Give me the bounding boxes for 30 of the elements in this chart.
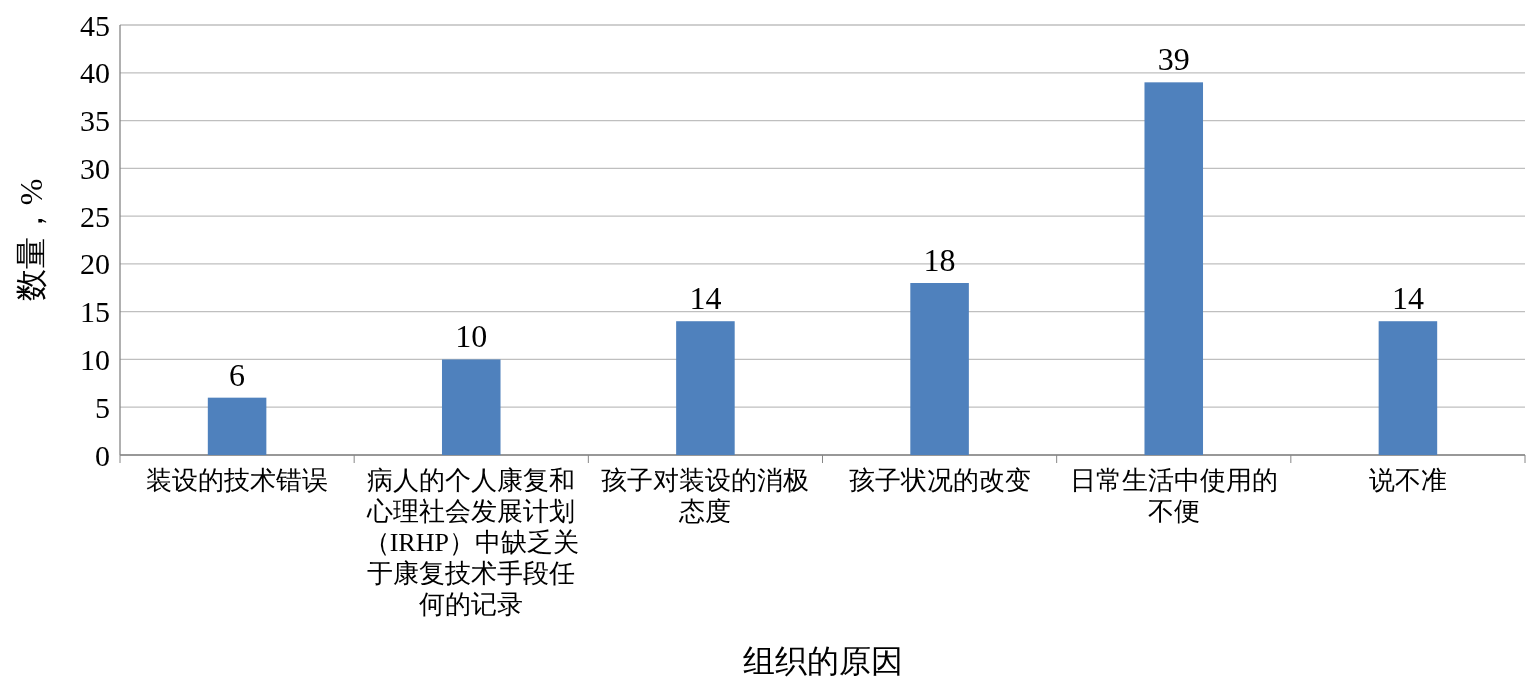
- x-tick-label: 病人的个人康复和心理社会发展计划（IRHP）中缺乏关于康复技术手段任何的记录: [363, 466, 579, 619]
- x-tick-label: 装设的技术错误: [146, 466, 329, 495]
- bar: [1144, 82, 1204, 455]
- data-label: 18: [923, 242, 956, 278]
- x-tick-label: 孩子对装设的消极态度: [601, 466, 810, 526]
- y-tick-label: 0: [95, 438, 110, 472]
- y-tick-label: 40: [80, 56, 110, 90]
- y-axis-title: 数量，%: [13, 178, 49, 302]
- bar: [207, 397, 267, 455]
- data-label: 10: [455, 318, 488, 355]
- y-tick-label: 30: [80, 151, 110, 185]
- x-tick-label: 孩子状况的改变: [848, 466, 1031, 495]
- y-tick-label: 35: [80, 104, 110, 138]
- data-label: 6: [229, 356, 246, 393]
- x-tick-label: 日常生活中使用的不便: [1069, 466, 1278, 526]
- data-label: 39: [1157, 41, 1190, 78]
- y-tick-label: 10: [80, 342, 110, 376]
- y-tick-label: 45: [80, 8, 110, 42]
- x-axis-title: 组织的原因: [742, 643, 903, 679]
- bar: [676, 321, 735, 455]
- y-tick-label: 20: [80, 247, 110, 281]
- y-tick-label: 25: [80, 199, 110, 233]
- data-label: 14: [1391, 280, 1424, 317]
- bar: [441, 359, 501, 455]
- y-tick-label: 15: [80, 295, 110, 329]
- x-tick-label: 说不准: [1368, 466, 1447, 495]
- y-tick-label: 5: [95, 390, 110, 424]
- bar: [910, 283, 969, 455]
- data-label: 14: [689, 280, 722, 317]
- bar: [1378, 321, 1438, 455]
